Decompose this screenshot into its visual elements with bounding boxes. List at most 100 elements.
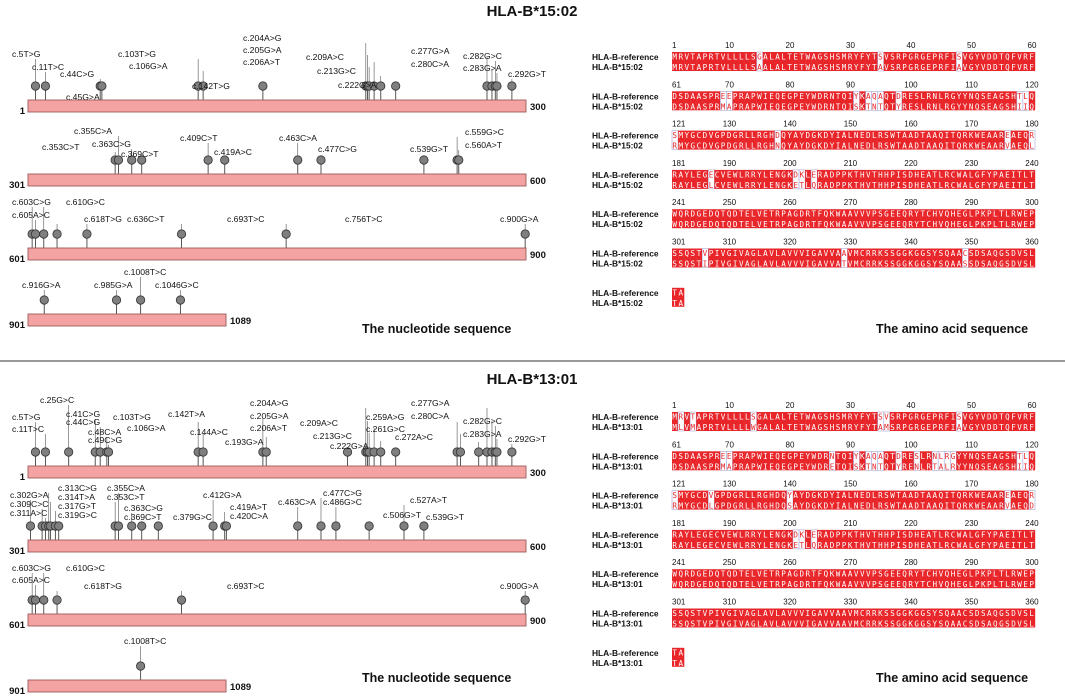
variant-label: c.618T>G (84, 581, 122, 591)
conserved-cell (817, 451, 824, 471)
lollipop-pin-icon (203, 155, 213, 165)
conserved-cell (1028, 451, 1036, 471)
conserved-cell (962, 569, 969, 589)
conserved-cell (732, 529, 739, 549)
sequence-bar (27, 539, 527, 553)
variant-pin: c.900G>A (500, 581, 539, 614)
conserved-cell (895, 209, 903, 229)
reference-label: HLA-B-reference (592, 530, 659, 540)
conserved-cell (762, 490, 769, 510)
conserved-cell (786, 248, 794, 268)
position-tick: 61 (672, 440, 681, 449)
conserved-cell (920, 91, 927, 111)
conserved-cell (871, 529, 878, 549)
lollipop-pin-icon (391, 81, 401, 91)
conserved-cell (720, 248, 727, 268)
conserved-cell (992, 529, 999, 549)
conserved-cell (756, 608, 763, 628)
conserved-cell (744, 490, 751, 510)
conserved-cell (696, 490, 703, 510)
conserved-cell (932, 209, 939, 229)
lollipop-pin-icon (507, 81, 517, 91)
position-tick: 300 (1025, 558, 1039, 567)
variant-label: c.369C>T (121, 149, 159, 159)
conserved-cell (799, 490, 806, 510)
conserved-cell (750, 451, 757, 471)
conserved-cell (823, 529, 830, 549)
conserved-cell (938, 91, 945, 111)
conserved-cell (889, 169, 897, 189)
conserved-cell (950, 169, 957, 189)
variant-label: c.205G>A (243, 45, 282, 55)
conserved-cell (847, 569, 854, 589)
conserved-cell (932, 169, 939, 189)
conserved-cell (1028, 248, 1036, 268)
conserved-cell (805, 169, 812, 189)
reference-sequence: DSDAASPREEPRAPWIEQEGPEYWDRNTQIYKAQAQTDRE… (672, 92, 1034, 101)
variant-label: c.222G>A (338, 80, 377, 90)
lollipop-pin-icon (111, 295, 122, 305)
conserved-cell (968, 209, 975, 229)
conserved-cell (684, 412, 691, 431)
conserved-cell (926, 169, 933, 189)
allele-label: HLA-B*15:02 (592, 219, 643, 229)
variant-pin: c.302G>A (10, 490, 49, 540)
conserved-cell (853, 169, 860, 189)
conserved-cell (702, 209, 709, 229)
sequence-bar (27, 313, 227, 327)
position-tick: 260 (783, 558, 797, 567)
conserved-cell (847, 529, 854, 549)
conserved-cell (684, 608, 691, 628)
conserved-cell (859, 52, 866, 71)
conserved-cell (980, 130, 987, 150)
conserved-cell (672, 569, 679, 589)
variant-pin: c.11T>C (32, 62, 64, 100)
conserved-cell (811, 490, 818, 510)
position-tick: 241 (672, 558, 686, 567)
conserved-cell (811, 91, 818, 111)
conserved-cell (926, 91, 933, 111)
conserved-cell (823, 52, 830, 71)
conserved-cell (720, 529, 727, 549)
conserved-cell (708, 130, 715, 150)
conserved-cell (944, 490, 951, 510)
conserved-cell (823, 412, 830, 431)
conserved-cell (702, 412, 709, 431)
conserved-cell (956, 130, 963, 150)
conserved-cell (678, 169, 685, 189)
conserved-cell (944, 130, 951, 150)
variant-label: c.292G>T (508, 69, 547, 79)
variant-label: c.610G>C (66, 563, 105, 573)
lollipop-pin-icon (220, 155, 230, 165)
conserved-cell (793, 52, 800, 71)
position-tick: 110 (965, 440, 978, 449)
conserved-cell (865, 209, 872, 229)
variant-pin: c.319G>C (54, 510, 97, 540)
conserved-cell (938, 209, 945, 229)
conserved-cell (835, 169, 842, 189)
conserved-cell (684, 451, 691, 471)
conserved-cell (799, 451, 806, 471)
conserved-cell (877, 608, 884, 628)
allele-label: HLA-B*15:02 (592, 62, 643, 72)
variant-pin: c.142T>G (192, 81, 268, 100)
conserved-cell (962, 52, 969, 71)
conserved-cell (732, 412, 739, 431)
conserved-cell (962, 209, 969, 229)
conserved-cell (702, 569, 709, 589)
conserved-cell (883, 529, 890, 549)
conserved-cell (696, 91, 703, 111)
conserved-cell (865, 490, 872, 510)
conserved-cell (883, 569, 890, 589)
variant-pin: c.463C>A (278, 497, 316, 540)
conserved-cell (980, 52, 987, 71)
reference-sequence: SMYGCDVGPDGRLLRGHDQYAYDGKDYIALNEDLRSWTAA… (672, 491, 1034, 500)
lollipop-pin-icon (103, 447, 114, 457)
conserved-cell (859, 412, 866, 431)
reference-label: HLA-B-reference (592, 569, 659, 579)
variant-label: c.477C>G (318, 144, 357, 154)
conserved-cell (853, 412, 860, 431)
conserved-cell (841, 608, 848, 628)
lollipop-pin-icon (30, 81, 41, 91)
allele-label: HLA-B*13:01 (592, 619, 643, 629)
